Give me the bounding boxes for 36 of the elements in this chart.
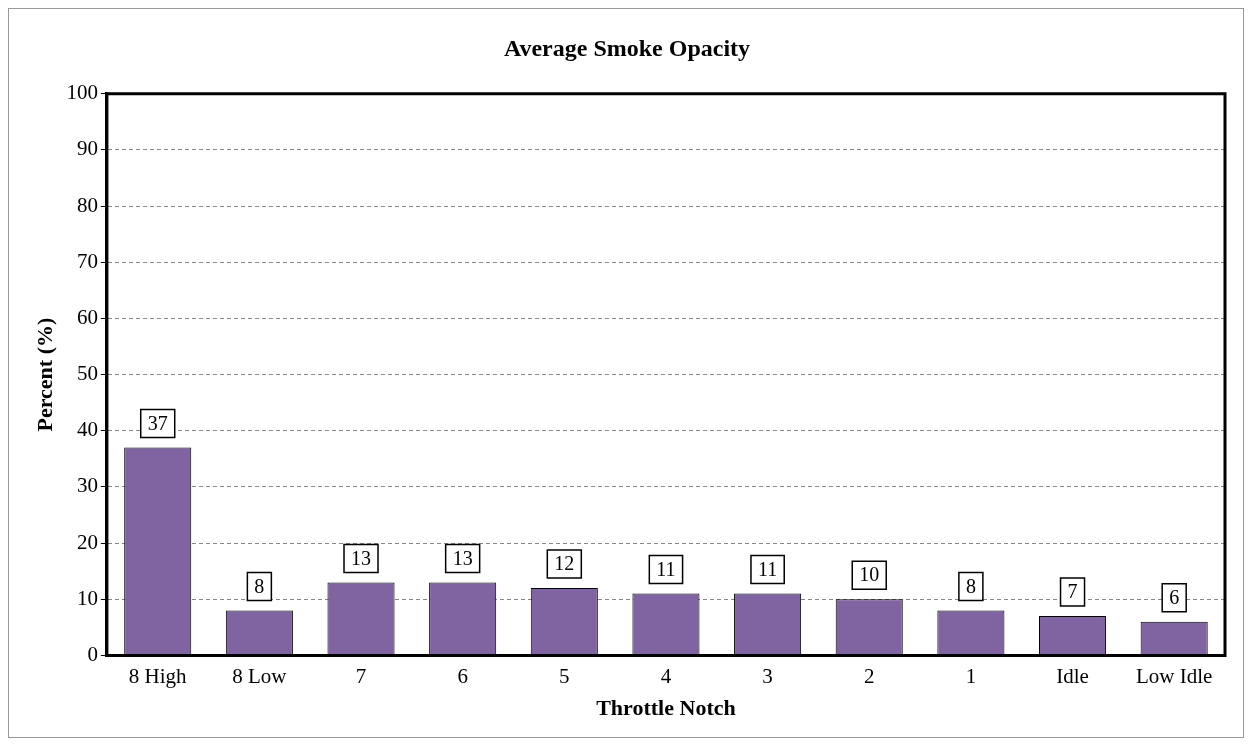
data-label: 12 [554,552,575,575]
x-tick-label: 2 [863,663,875,688]
data-label: 7 [1067,580,1078,603]
y-tick-label: 60 [76,304,98,329]
y-tick-label: 40 [76,417,98,442]
data-label: 13 [452,546,473,569]
y-axis-title: Percent (%) [31,317,57,432]
x-tick-label: Low Idle [1135,663,1213,688]
y-tick-label: 70 [76,248,98,273]
y-tick-label: 50 [76,361,98,386]
x-axis-title: Throttle Notch [596,695,736,721]
x-tick-label: 5 [559,663,570,688]
data-label: 13 [351,546,372,569]
x-tick-label: 8 Low [232,663,288,688]
y-tick-label: 30 [76,473,98,498]
x-tick-label: 1 [965,663,977,688]
y-tick-label: 80 [76,192,98,217]
data-label: 37 [147,411,168,434]
y-tick-label: 90 [76,136,98,161]
x-tick-label: 7 [355,663,367,688]
data-label: 11 [757,557,778,580]
y-tick-label: 100 [66,80,98,105]
chart-title: Average Smoke Opacity [503,34,751,61]
data-label: 10 [859,563,880,586]
data-label: 8 [254,574,265,597]
y-tick-label: 10 [76,585,98,610]
x-tick-label: 8 High [128,663,188,688]
data-label: 8 [965,574,976,597]
y-tick-label: 0 [87,641,98,666]
x-tick-label: 6 [457,663,468,688]
x-tick-label: Idle [1056,663,1089,688]
x-tick-label: 4 [660,663,672,688]
x-tick-label: 3 [762,663,773,688]
data-label: 6 [1169,585,1180,608]
data-label: 11 [656,557,676,580]
y-tick-label: 20 [76,529,98,554]
